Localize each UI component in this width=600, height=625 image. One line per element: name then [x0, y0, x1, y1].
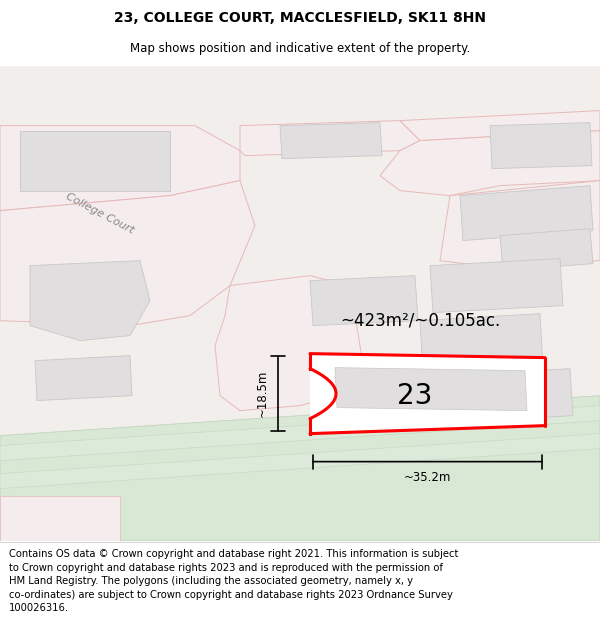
Polygon shape: [20, 131, 170, 191]
Polygon shape: [380, 131, 600, 196]
Polygon shape: [400, 111, 600, 141]
Text: Contains OS data © Crown copyright and database right 2021. This information is : Contains OS data © Crown copyright and d…: [9, 549, 458, 614]
Polygon shape: [280, 122, 382, 159]
Polygon shape: [35, 356, 132, 401]
Polygon shape: [420, 314, 543, 372]
Text: College Court: College Court: [64, 191, 136, 236]
Polygon shape: [0, 406, 600, 461]
Polygon shape: [440, 181, 600, 266]
Text: ~35.2m: ~35.2m: [404, 471, 451, 484]
Text: 23, COLLEGE COURT, MACCLESFIELD, SK11 8HN: 23, COLLEGE COURT, MACCLESFIELD, SK11 8H…: [114, 11, 486, 26]
Text: Map shows position and indicative extent of the property.: Map shows position and indicative extent…: [130, 42, 470, 55]
Polygon shape: [335, 368, 527, 411]
Polygon shape: [490, 122, 592, 169]
Polygon shape: [450, 369, 573, 423]
Polygon shape: [0, 396, 600, 541]
Text: ~423m²/~0.105ac.: ~423m²/~0.105ac.: [340, 312, 500, 329]
Polygon shape: [0, 126, 240, 211]
Polygon shape: [500, 229, 593, 271]
Polygon shape: [0, 434, 600, 489]
Polygon shape: [0, 496, 120, 541]
Text: ~18.5m: ~18.5m: [256, 370, 269, 418]
Text: 23: 23: [397, 382, 433, 409]
Polygon shape: [430, 259, 563, 312]
Polygon shape: [460, 186, 593, 241]
Polygon shape: [0, 181, 255, 326]
Polygon shape: [30, 261, 150, 341]
Polygon shape: [310, 276, 418, 326]
Polygon shape: [215, 276, 365, 411]
Polygon shape: [310, 354, 545, 434]
Polygon shape: [240, 121, 420, 156]
